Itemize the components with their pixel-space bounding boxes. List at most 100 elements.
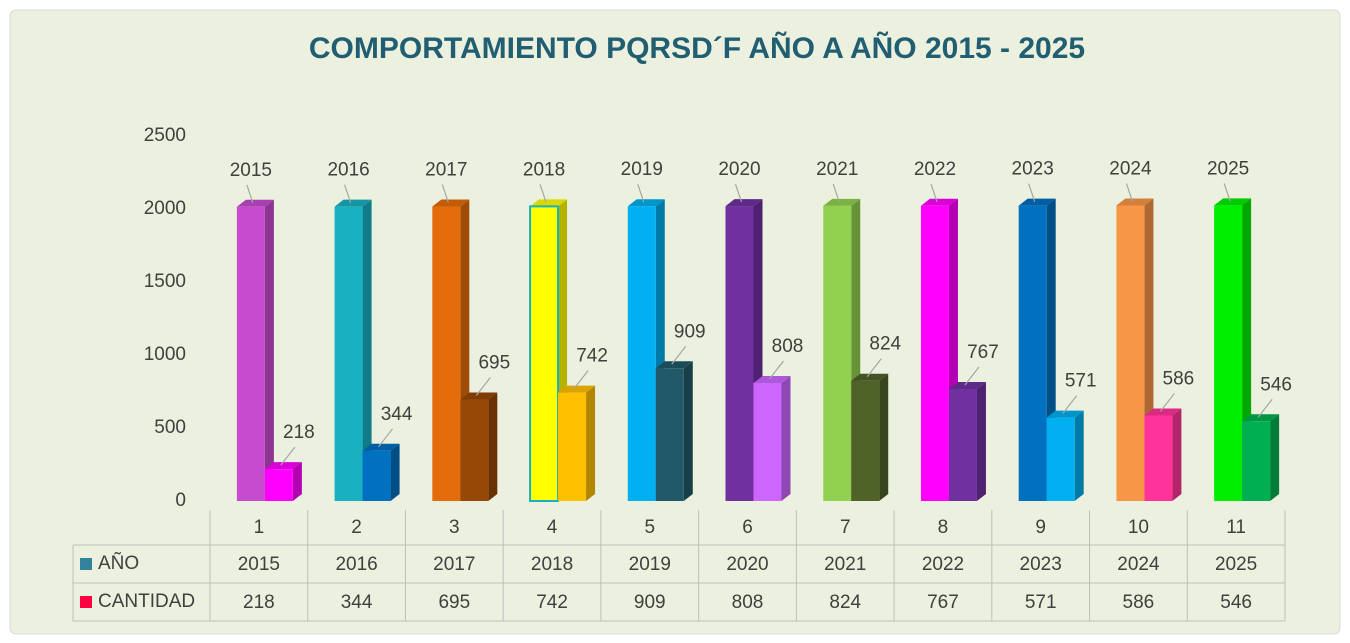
x-tick-label: 11 — [1226, 517, 1246, 538]
data-label: 2024 — [1109, 159, 1152, 180]
data-label: 824 — [869, 334, 901, 355]
bar-side — [879, 373, 889, 501]
data-label: 2023 — [1012, 159, 1054, 180]
bar — [753, 383, 782, 501]
bar-side — [781, 376, 791, 501]
leader-line — [734, 183, 743, 203]
bar-top — [725, 199, 763, 207]
bar — [725, 206, 754, 501]
x-tick-label: 2 — [351, 517, 362, 538]
bar — [1242, 421, 1271, 501]
leader-line — [573, 370, 589, 390]
bar-top — [236, 199, 274, 207]
table-cell: 2018 — [531, 554, 573, 575]
bar — [558, 392, 587, 501]
table-cell: 824 — [829, 592, 861, 613]
x-tick-label: 8 — [938, 517, 949, 538]
bar — [334, 206, 363, 501]
bar-top — [627, 199, 665, 207]
table-cell: 767 — [927, 592, 959, 613]
bar — [264, 469, 293, 501]
table-cell: 808 — [732, 592, 764, 613]
bar — [1116, 205, 1145, 501]
bar — [236, 206, 265, 501]
data-label: 344 — [381, 404, 413, 425]
x-tick-label: 5 — [644, 517, 655, 538]
table-cell: 2023 — [1020, 554, 1062, 575]
bar-top — [655, 361, 693, 369]
bar-top — [1018, 198, 1056, 206]
bar — [432, 206, 461, 501]
bar — [1214, 205, 1243, 501]
bar — [460, 399, 489, 501]
data-label: 218 — [283, 422, 315, 443]
chart-title: COMPORTAMIENTO PQRSD´F AÑO A AÑO 2015 - … — [309, 31, 1085, 65]
legend-marker — [80, 596, 92, 608]
bar — [529, 205, 560, 502]
data-label: 571 — [1065, 371, 1097, 392]
leader-line — [1062, 395, 1078, 415]
bar-side — [292, 462, 302, 501]
bar-side — [264, 199, 274, 501]
bar-side — [1270, 414, 1280, 501]
data-label: 2022 — [914, 159, 956, 180]
bar-top — [1144, 408, 1182, 416]
y-tick-label: 2500 — [144, 125, 186, 146]
data-label: 767 — [967, 342, 999, 363]
bar — [948, 389, 977, 501]
table-cell: 695 — [438, 592, 470, 613]
data-label: 586 — [1163, 368, 1195, 389]
bar-top — [1116, 198, 1154, 206]
y-tick-label: 0 — [175, 490, 186, 511]
data-label: 695 — [478, 353, 510, 374]
bar-side — [683, 361, 693, 501]
table-cell: 571 — [1025, 592, 1057, 613]
bar-side — [976, 382, 986, 501]
legend-marker — [80, 558, 92, 570]
table-cell: 344 — [341, 592, 373, 613]
leader-line — [280, 446, 296, 466]
legend-label: CANTIDAD — [98, 591, 195, 612]
bar-top — [334, 199, 372, 207]
x-tick-label: 10 — [1128, 517, 1149, 538]
leader-line — [378, 428, 394, 448]
x-tick-label: 7 — [840, 517, 851, 538]
data-label: 808 — [772, 336, 804, 357]
table-cell: 2015 — [238, 554, 280, 575]
y-tick-label: 2000 — [144, 198, 186, 219]
bar-top — [1046, 410, 1084, 418]
data-label: 2017 — [425, 160, 467, 181]
data-label: 2019 — [621, 159, 663, 180]
bar-side — [362, 199, 372, 501]
bar-top — [823, 198, 861, 206]
leader-line — [246, 184, 254, 203]
leader-line — [866, 358, 882, 378]
table-cell: 742 — [536, 592, 568, 613]
table-cell: 909 — [634, 592, 666, 613]
data-label: 2016 — [327, 160, 369, 181]
bar-top — [264, 462, 302, 470]
data-label: 2018 — [523, 159, 565, 180]
bar — [655, 368, 684, 501]
leader-line — [964, 366, 980, 386]
table-cell: 2019 — [629, 554, 671, 575]
bar-side — [488, 392, 498, 501]
bar-top — [753, 376, 791, 384]
table-cell: 2020 — [726, 554, 768, 575]
table-cell: 2017 — [433, 554, 475, 575]
bar-top — [920, 198, 958, 206]
table-cell: 218 — [243, 592, 275, 613]
bar-top — [851, 373, 889, 381]
bar — [1018, 205, 1047, 501]
leader-line — [1028, 183, 1036, 202]
leader-line — [1159, 393, 1175, 412]
data-label: 742 — [576, 346, 608, 367]
bar-top — [362, 443, 400, 451]
leader-line — [832, 183, 840, 203]
leader-line — [671, 345, 687, 365]
data-label: 546 — [1260, 374, 1292, 395]
table-cell: 546 — [1220, 592, 1252, 613]
leader-line — [475, 377, 491, 396]
y-tick-label: 1000 — [144, 344, 186, 365]
x-tick-label: 9 — [1035, 517, 1046, 538]
